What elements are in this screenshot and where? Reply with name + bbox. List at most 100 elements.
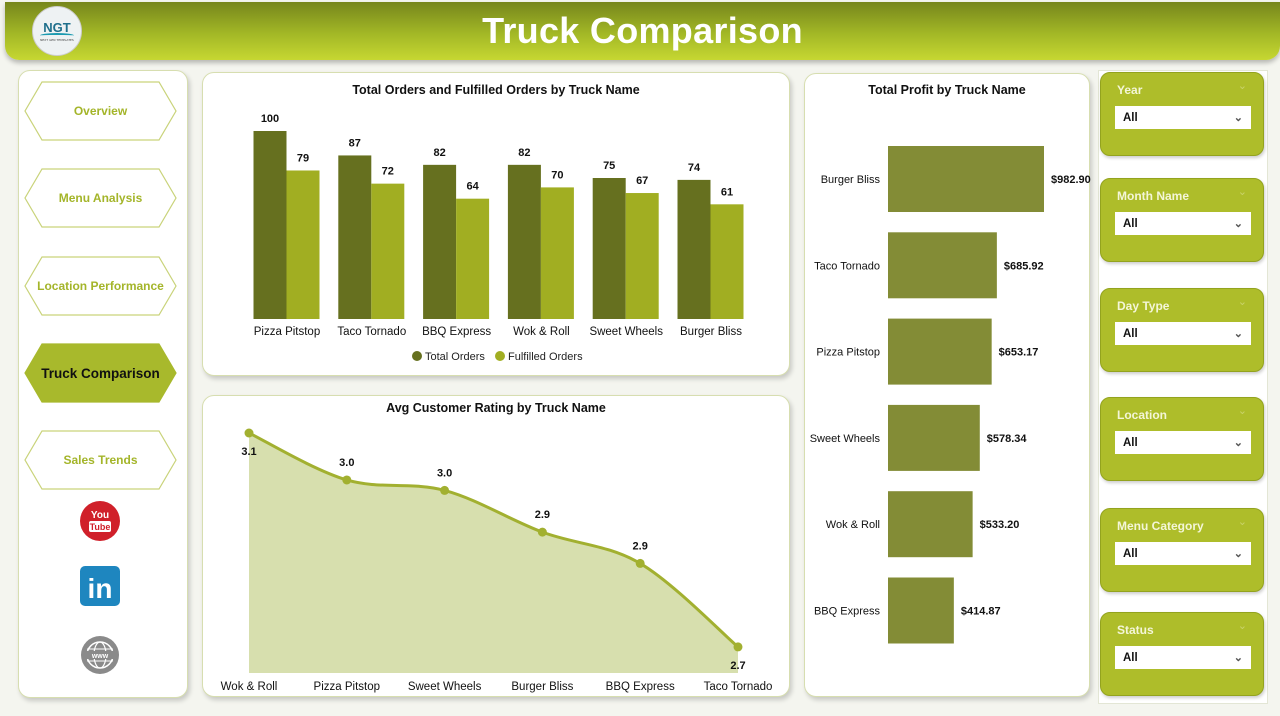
logo-subtext: NEXT GEN TEMPLATES bbox=[40, 38, 74, 42]
rating-point[interactable] bbox=[244, 428, 254, 438]
rating-line bbox=[248, 431, 739, 649]
collapse-chevron-icon[interactable]: ⌄ bbox=[1237, 295, 1247, 308]
profit-bar[interactable] bbox=[888, 318, 992, 385]
chevron-down-icon: ⌄ bbox=[1233, 112, 1243, 124]
filter-value: All bbox=[1123, 327, 1138, 340]
x-tick-label: BBQ Express bbox=[606, 681, 675, 693]
website-globe-icon[interactable]: www bbox=[80, 635, 120, 675]
page-title: Truck Comparison bbox=[482, 10, 803, 51]
bar-total[interactable] bbox=[677, 179, 711, 319]
rating-point[interactable] bbox=[537, 527, 547, 537]
bar-fulfilled[interactable] bbox=[625, 193, 659, 319]
filter-dropdown[interactable]: All ⌄ bbox=[1115, 542, 1251, 565]
filter-dropdown[interactable]: All ⌄ bbox=[1115, 431, 1251, 454]
rating-point[interactable] bbox=[733, 642, 743, 652]
svg-text:You: You bbox=[91, 510, 109, 521]
bar-value-label: 75 bbox=[603, 160, 615, 172]
nav-item-label: Truck Comparison bbox=[41, 365, 160, 381]
bar-value-label: 64 bbox=[466, 181, 479, 193]
y-tick-label: BBQ Express bbox=[814, 606, 881, 618]
chevron-down-icon: ⌄ bbox=[1233, 548, 1243, 560]
nav-item-sales-trends[interactable]: Sales Trends bbox=[24, 430, 177, 490]
bar-value-label: 87 bbox=[349, 137, 361, 149]
filter-dropdown[interactable]: All ⌄ bbox=[1115, 106, 1251, 129]
collapse-chevron-icon[interactable]: ⌄ bbox=[1237, 404, 1247, 417]
rating-point[interactable] bbox=[440, 485, 450, 495]
filter-label: Location bbox=[1117, 408, 1167, 422]
bar-total[interactable] bbox=[423, 164, 457, 319]
bar-fulfilled[interactable] bbox=[371, 183, 405, 319]
bar-value-label: 79 bbox=[297, 152, 309, 164]
profit-chart-title: Total Profit by Truck Name bbox=[868, 83, 1026, 97]
profit-chart-panel: Total Profit by Truck Name Burger Bliss $… bbox=[804, 73, 1091, 697]
x-tick-label: Wok & Roll bbox=[513, 326, 570, 338]
x-tick-label: Pizza Pitstop bbox=[314, 681, 380, 693]
bar-fulfilled[interactable] bbox=[456, 198, 490, 319]
x-tick-label: BBQ Express bbox=[422, 326, 491, 338]
x-tick-label: Pizza Pitstop bbox=[254, 326, 320, 338]
rating-value-label: 3.0 bbox=[339, 457, 354, 469]
filter-day-type: Day Type ⌄ All ⌄ bbox=[1100, 288, 1264, 372]
filter-value: All bbox=[1123, 436, 1138, 449]
bar-value-label: 74 bbox=[688, 162, 701, 174]
filter-panel bbox=[1098, 70, 1268, 704]
nav-item-label: Overview bbox=[73, 104, 128, 118]
collapse-chevron-icon[interactable]: ⌄ bbox=[1237, 79, 1247, 92]
filter-month-name: Month Name ⌄ All ⌄ bbox=[1100, 178, 1264, 262]
y-tick-label: Wok & Roll bbox=[826, 519, 880, 531]
filter-value: All bbox=[1123, 547, 1138, 560]
bar-value-label: 61 bbox=[721, 186, 733, 198]
rating-value-label: 2.9 bbox=[633, 540, 648, 552]
profit-bar[interactable] bbox=[888, 404, 980, 471]
rating-area-chart: 3.1 Wok & Roll 3.0 Pizza Pitstop 3.0 Sweet Wh… bbox=[221, 428, 772, 693]
linkedin-label: in bbox=[88, 573, 113, 604]
nav-item-label: Sales Trends bbox=[63, 453, 138, 467]
chevron-down-icon: ⌄ bbox=[1233, 437, 1243, 449]
filter-dropdown[interactable]: All ⌄ bbox=[1115, 212, 1251, 235]
profit-bar-chart: Burger Bliss $982.90 Taco Tornado $685.92 Pi… bbox=[810, 146, 1091, 644]
collapse-chevron-icon[interactable]: ⌄ bbox=[1237, 515, 1247, 528]
linkedin-icon[interactable]: in bbox=[80, 566, 120, 606]
collapse-chevron-icon[interactable]: ⌄ bbox=[1237, 619, 1247, 632]
rating-area bbox=[249, 433, 738, 673]
profit-bar[interactable] bbox=[888, 146, 1044, 212]
profit-bar[interactable] bbox=[888, 491, 973, 558]
bar-total[interactable] bbox=[592, 178, 626, 319]
profit-bar[interactable] bbox=[888, 232, 997, 299]
profit-value-label: $685.92 bbox=[1004, 260, 1044, 272]
bar-total[interactable] bbox=[253, 131, 287, 319]
orders-chart-title: Total Orders and Fulfilled Orders by Tru… bbox=[352, 83, 640, 97]
youtube-icon[interactable]: You Tube bbox=[80, 501, 120, 541]
nav-item-label: Location Performance bbox=[37, 279, 164, 293]
x-tick-label: Sweet Wheels bbox=[408, 681, 482, 693]
filter-value: All bbox=[1123, 111, 1138, 124]
www-label: www bbox=[91, 653, 109, 660]
profit-value-label: $653.17 bbox=[999, 347, 1039, 359]
orders-chart-panel: Total Orders and Fulfilled Orders by Tru… bbox=[202, 72, 790, 376]
nav-item-menu-analysis[interactable]: Menu Analysis bbox=[24, 168, 177, 228]
nav-item-overview[interactable]: Overview bbox=[24, 81, 177, 141]
x-tick-label: Sweet Wheels bbox=[589, 326, 663, 338]
nav-item-location-performance[interactable]: Location Performance bbox=[24, 256, 177, 316]
filter-label: Menu Category bbox=[1117, 519, 1204, 533]
y-tick-label: Pizza Pitstop bbox=[816, 347, 880, 359]
profit-bar[interactable] bbox=[888, 577, 954, 644]
filter-label: Month Name bbox=[1117, 189, 1189, 203]
collapse-chevron-icon[interactable]: ⌄ bbox=[1237, 185, 1247, 198]
bar-total[interactable] bbox=[507, 164, 541, 319]
filter-dropdown[interactable]: All ⌄ bbox=[1115, 646, 1251, 669]
rating-point[interactable] bbox=[342, 475, 352, 485]
filter-dropdown[interactable]: All ⌄ bbox=[1115, 322, 1251, 345]
rating-point[interactable] bbox=[635, 558, 645, 568]
legend-label: Fulfilled Orders bbox=[508, 351, 583, 363]
filter-label: Year bbox=[1117, 83, 1143, 97]
nav-item-truck-comparison[interactable]: Truck Comparison bbox=[24, 343, 177, 403]
company-logo: NGT NEXT GEN TEMPLATES bbox=[32, 6, 82, 56]
filter-year: Year ⌄ All ⌄ bbox=[1100, 72, 1264, 156]
chevron-down-icon: ⌄ bbox=[1233, 328, 1243, 340]
filter-status: Status ⌄ All ⌄ bbox=[1100, 612, 1264, 696]
bar-total[interactable] bbox=[338, 155, 372, 319]
bar-fulfilled[interactable] bbox=[286, 170, 320, 319]
bar-fulfilled[interactable] bbox=[540, 187, 574, 319]
bar-fulfilled[interactable] bbox=[710, 204, 744, 319]
